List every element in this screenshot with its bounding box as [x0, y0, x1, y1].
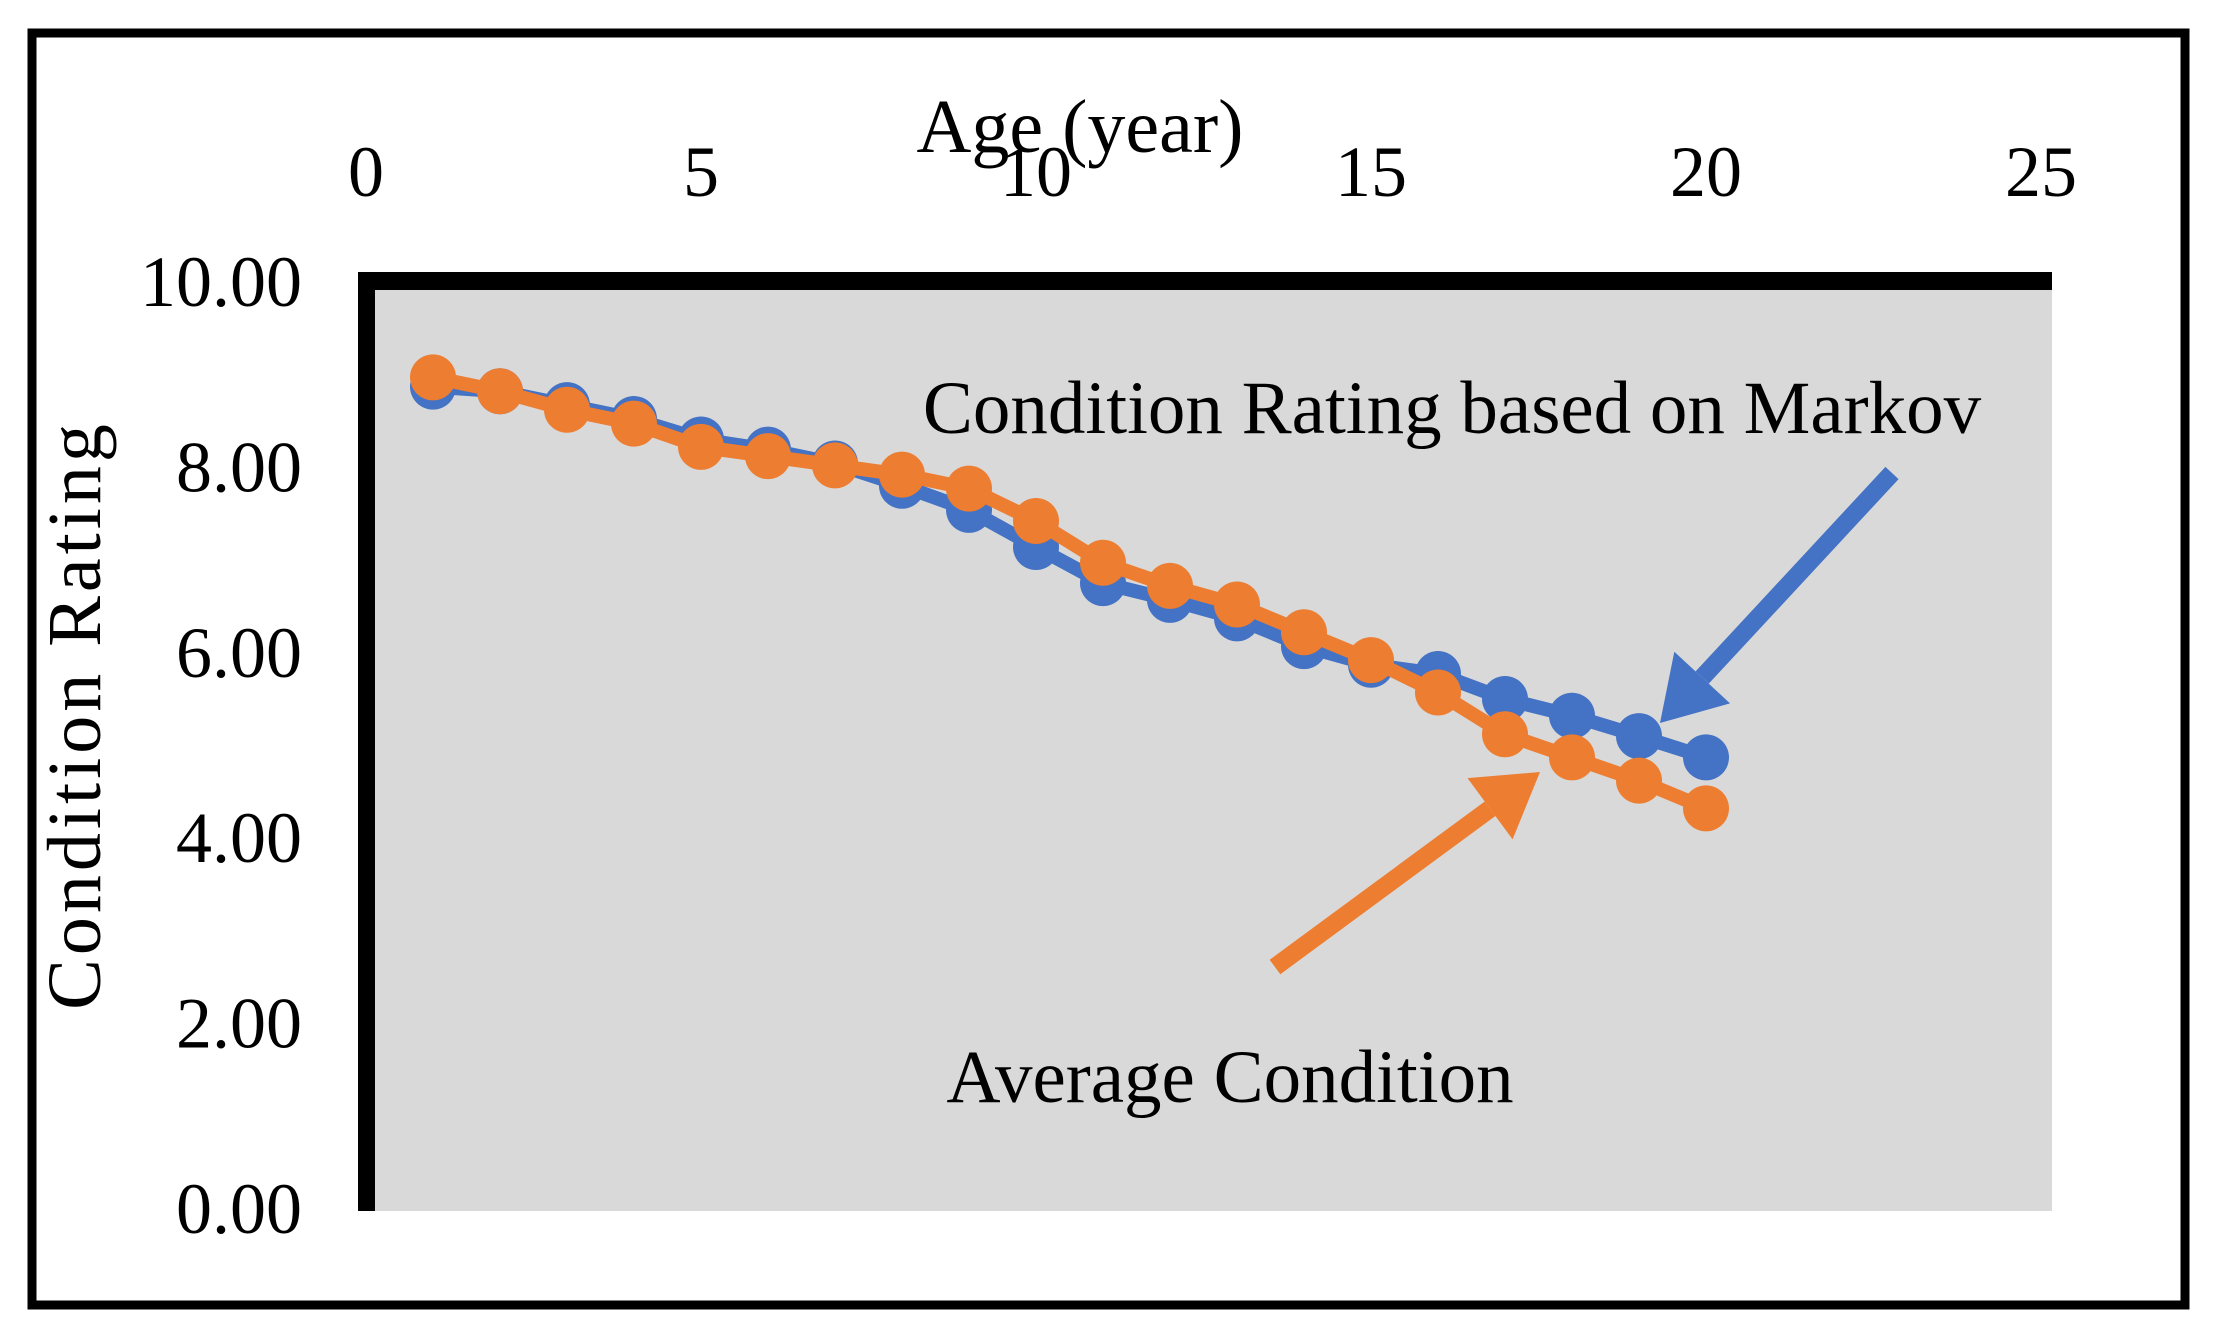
series-average — [410, 354, 1729, 832]
x-tick-label: 10 — [1000, 132, 1072, 212]
data-point-marker — [477, 368, 523, 415]
data-point-marker — [946, 465, 992, 512]
y-tick-label: 8.00 — [176, 427, 302, 507]
x-axis-line — [358, 272, 2052, 290]
plot-area — [375, 290, 2052, 1211]
data-point-marker — [879, 451, 925, 498]
y-tick-label: 2.00 — [176, 984, 302, 1064]
y-tick-label: 4.00 — [176, 798, 302, 878]
annotation-average-label: Average Condition — [946, 1036, 1513, 1119]
y-tick-label: 6.00 — [176, 613, 302, 693]
data-point-marker — [1683, 734, 1729, 781]
y-tick-labels: 10.00 8.00 6.00 4.00 2.00 0.00 — [140, 242, 302, 1249]
data-point-marker — [1013, 498, 1059, 545]
data-point-marker — [1616, 757, 1662, 804]
data-point-marker — [410, 354, 456, 401]
y-axis-title: Condition Rating — [33, 420, 117, 1010]
data-point-marker — [1147, 562, 1193, 609]
y-tick-label: 0.00 — [176, 1169, 302, 1249]
data-point-marker — [1549, 734, 1595, 781]
average-annotation-arrow — [1269, 772, 1540, 975]
data-series — [410, 354, 1729, 832]
data-point-marker — [1482, 676, 1528, 723]
x-tick-label: 5 — [683, 132, 719, 212]
x-axis-title: Age (year) — [916, 85, 1243, 169]
data-point-marker — [1281, 609, 1327, 656]
data-point-marker — [1415, 669, 1461, 716]
y-axis-line — [358, 272, 375, 1211]
data-point-marker — [1683, 785, 1729, 832]
x-tick-label: 20 — [1670, 132, 1742, 212]
data-point-marker — [1080, 539, 1126, 586]
x-tick-label: 0 — [348, 132, 384, 212]
data-point-marker — [1482, 711, 1528, 758]
data-point-marker — [1616, 713, 1662, 760]
chart-frame — [27, 28, 2190, 1310]
data-point-marker — [812, 442, 858, 489]
x-tick-label: 15 — [1335, 132, 1407, 212]
data-point-marker — [611, 400, 657, 447]
data-point-marker — [745, 433, 791, 480]
data-point-marker — [1549, 692, 1595, 739]
data-point-marker — [678, 423, 724, 470]
annotation-markov-label: Condition Rating based on Markov — [923, 367, 1982, 450]
annotation-arrows — [1269, 466, 1899, 975]
x-tick-label: 25 — [2005, 132, 2077, 212]
data-point-marker — [1348, 637, 1394, 684]
data-point-marker — [1214, 581, 1260, 628]
markov-annotation-arrow — [1660, 466, 1899, 723]
y-tick-label: 10.00 — [140, 242, 302, 322]
data-point-marker — [544, 386, 590, 433]
x-tick-labels: 0 5 10 15 20 25 — [348, 132, 2077, 212]
